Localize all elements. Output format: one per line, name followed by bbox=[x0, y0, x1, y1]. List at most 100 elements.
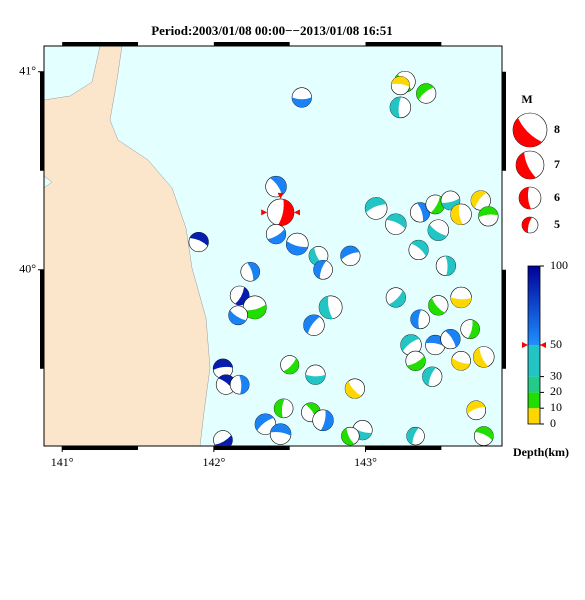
event bbox=[312, 409, 334, 431]
colorbar-tick-label: 20 bbox=[550, 384, 562, 398]
beachball-quadrant bbox=[478, 206, 499, 218]
event bbox=[265, 224, 287, 245]
legend-label: 6 bbox=[554, 190, 560, 204]
beachball-quadrant bbox=[428, 298, 445, 316]
event bbox=[280, 355, 300, 375]
event bbox=[450, 203, 472, 226]
beachball-quadrant bbox=[451, 357, 471, 371]
map-title: Period:2003/01/08 00:00−−2013/01/08 16:5… bbox=[151, 23, 393, 38]
beachball-quadrant bbox=[513, 117, 543, 147]
colorbar-marker bbox=[540, 342, 546, 348]
beachball-quadrant bbox=[189, 232, 209, 247]
beachball-quadrant bbox=[391, 76, 410, 87]
frame-bar bbox=[213, 446, 290, 450]
event bbox=[364, 197, 388, 220]
beachball-quadrant bbox=[214, 435, 233, 446]
beachball-quadrant bbox=[516, 152, 536, 179]
frame-bar bbox=[62, 42, 139, 46]
beachball-quadrant bbox=[267, 229, 286, 244]
beachball-quadrant bbox=[305, 374, 326, 385]
event bbox=[340, 245, 361, 267]
beachball-quadrant bbox=[389, 96, 402, 118]
x-tick-label: 143° bbox=[354, 455, 377, 469]
beachball-quadrant bbox=[473, 347, 489, 368]
y-tick-label: 41° bbox=[19, 63, 36, 77]
beachball-quadrant bbox=[292, 97, 312, 108]
colorbar-tick-label: 100 bbox=[550, 258, 568, 272]
colorbar-tick-label: 50 bbox=[550, 337, 562, 351]
event bbox=[303, 314, 325, 336]
event bbox=[390, 76, 410, 96]
beachball-quadrant bbox=[283, 358, 299, 375]
frame-bar bbox=[62, 446, 139, 450]
legend-ball bbox=[521, 216, 539, 234]
event bbox=[269, 423, 292, 445]
beachball-quadrant bbox=[411, 240, 429, 257]
marker-arrow bbox=[293, 209, 300, 216]
event bbox=[425, 194, 446, 215]
event bbox=[428, 295, 449, 316]
colorbar-segment bbox=[528, 408, 540, 424]
colorbar-tick-label: 10 bbox=[550, 400, 562, 414]
beachball-quadrant bbox=[400, 334, 420, 352]
beachball-quadrant bbox=[386, 213, 407, 229]
event bbox=[450, 286, 472, 309]
beachball-quadrant bbox=[319, 295, 333, 319]
beachball-quadrant bbox=[406, 356, 426, 371]
event bbox=[273, 398, 294, 419]
marker-arrow bbox=[277, 192, 284, 199]
beachball-quadrant bbox=[274, 398, 285, 418]
beachball-quadrant bbox=[228, 310, 247, 325]
beachball-quadrant bbox=[340, 246, 360, 260]
beachball-quadrant bbox=[410, 309, 422, 329]
colorbar-tick-label: 0 bbox=[550, 416, 556, 430]
beachball-quadrant bbox=[450, 204, 463, 225]
colorbar-segment bbox=[528, 345, 540, 377]
event bbox=[451, 351, 471, 371]
colorbar-tick-label: 30 bbox=[550, 368, 562, 382]
colorbar-segment bbox=[528, 266, 540, 345]
event bbox=[427, 219, 450, 241]
legend-ball bbox=[512, 112, 548, 148]
legend-title: M bbox=[521, 92, 532, 106]
legend-ball bbox=[515, 150, 545, 180]
event bbox=[400, 334, 422, 356]
frame-bar bbox=[365, 42, 442, 46]
event bbox=[460, 319, 480, 339]
legend-label: 5 bbox=[554, 217, 560, 231]
beachball-quadrant bbox=[450, 297, 472, 308]
frame-bar bbox=[213, 42, 290, 46]
beachball-quadrant bbox=[406, 427, 419, 445]
colorbar-marker bbox=[522, 342, 528, 348]
event bbox=[265, 175, 287, 198]
event bbox=[406, 426, 425, 446]
event bbox=[474, 426, 494, 446]
event bbox=[318, 295, 343, 320]
beachball-quadrant bbox=[247, 262, 260, 281]
beachball-quadrant bbox=[341, 428, 355, 445]
y-tick-label: 40° bbox=[19, 262, 36, 276]
event bbox=[305, 364, 326, 385]
legend-label: 8 bbox=[554, 122, 560, 136]
event bbox=[473, 346, 495, 368]
event bbox=[416, 83, 437, 104]
beachball-quadrant bbox=[365, 197, 387, 213]
beachball-quadrant bbox=[467, 319, 480, 339]
event bbox=[385, 287, 406, 308]
beachball-quadrant bbox=[425, 335, 446, 347]
event bbox=[425, 334, 446, 356]
beachball-quadrant bbox=[277, 199, 294, 226]
x-tick-label: 142° bbox=[202, 455, 225, 469]
x-tick-label: 141° bbox=[51, 455, 74, 469]
beachball-quadrant bbox=[239, 375, 250, 395]
beachball-quadrant bbox=[320, 410, 334, 431]
beachball-quadrant bbox=[313, 260, 327, 279]
beachball-quadrant bbox=[445, 329, 461, 348]
event bbox=[285, 232, 309, 256]
event bbox=[291, 87, 312, 108]
events bbox=[188, 70, 499, 446]
colorbar-title: Depth(km) bbox=[513, 445, 569, 459]
event bbox=[313, 259, 333, 280]
beachball-quadrant bbox=[270, 176, 287, 196]
beachball-quadrant bbox=[255, 413, 274, 431]
